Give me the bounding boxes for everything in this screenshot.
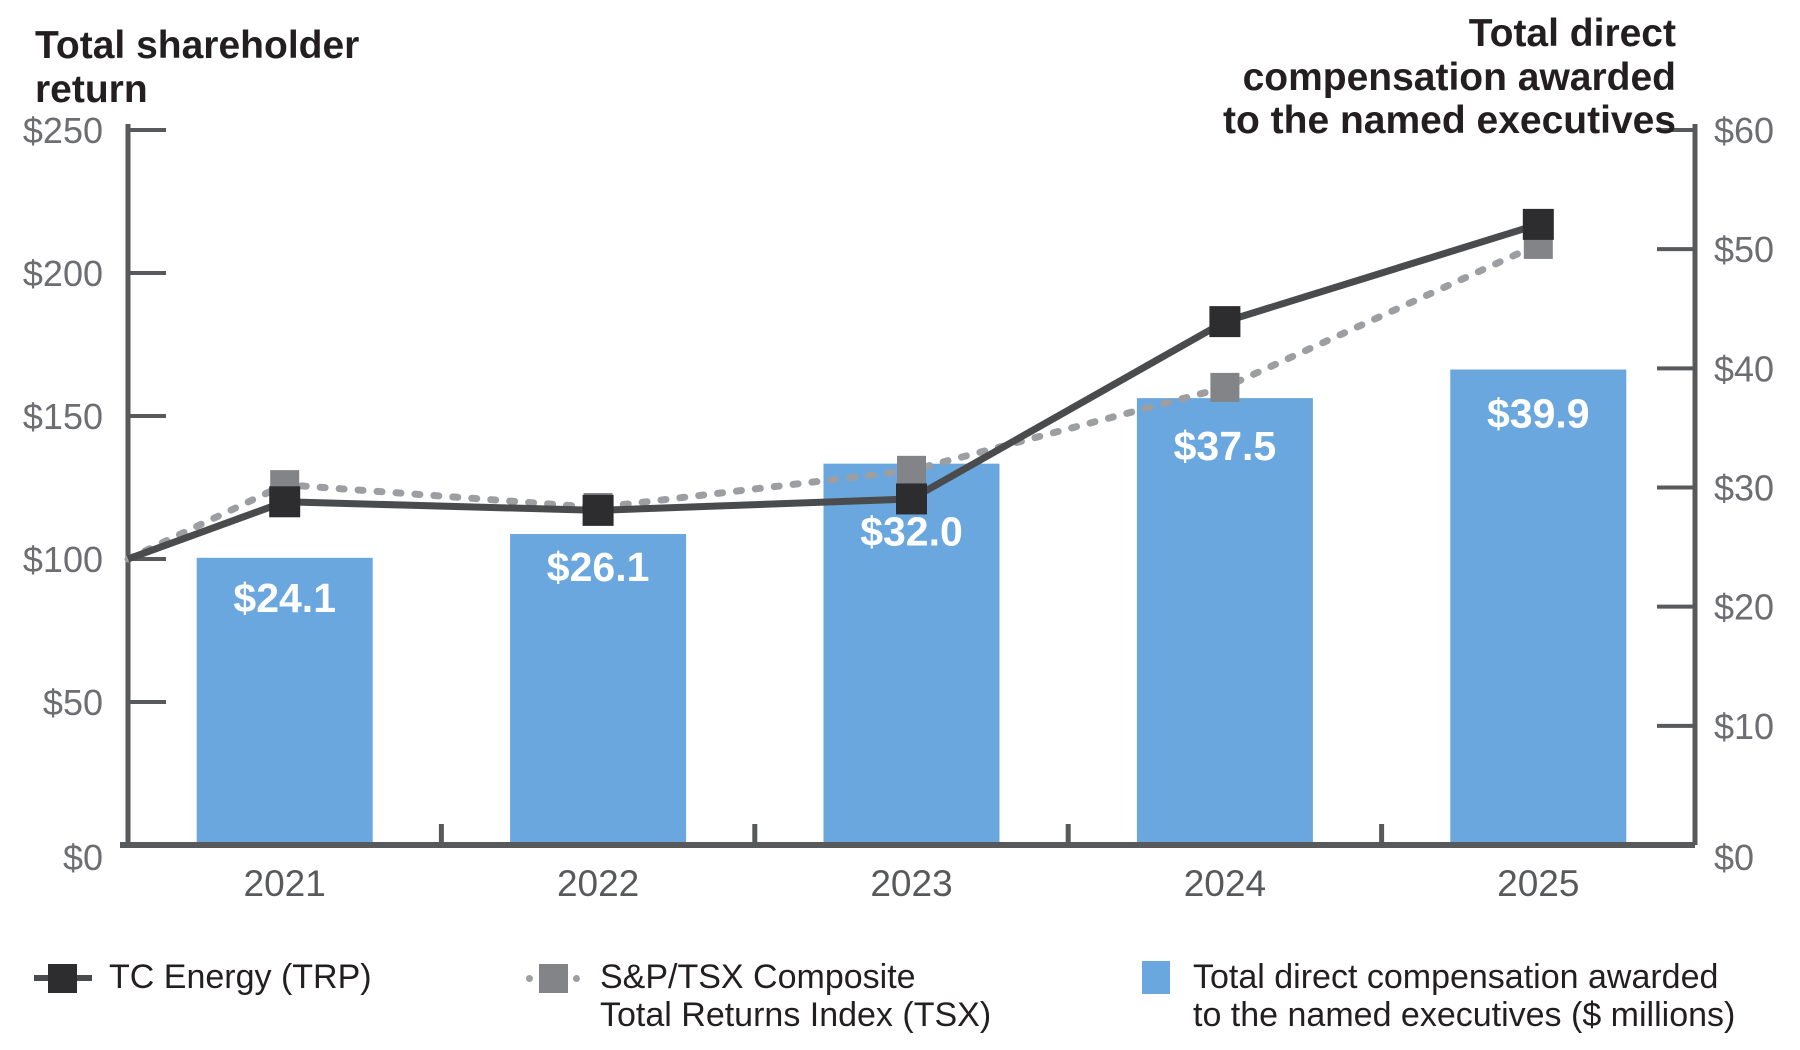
year-label-2022: 2022	[557, 863, 639, 904]
left-tick-label: $50	[43, 682, 103, 723]
legend-label-tsx: S&P/TSX Composite Total Returns Index (T…	[600, 958, 992, 1034]
bar-label-2022: $26.1	[547, 544, 650, 590]
right-tick-label: $0	[1714, 837, 1754, 878]
bar-2025	[1450, 369, 1627, 845]
bar-label-2021: $24.1	[233, 575, 336, 621]
bar-2022	[510, 533, 687, 845]
bar-2021	[196, 557, 373, 845]
legend-label-trp: TC Energy (TRP)	[109, 958, 372, 996]
right-tick-label: $40	[1714, 348, 1774, 389]
bar-value-labels: $24.1 $26.1 $32.0 $37.5 $39.9	[233, 391, 1589, 621]
right-tick-label: $60	[1714, 110, 1774, 151]
bar-label-2024: $37.5	[1174, 423, 1277, 469]
legend-compensation-marker-icon	[1142, 961, 1170, 994]
tsx-marker-2023	[897, 455, 926, 485]
left-tick-label: $200	[23, 253, 103, 294]
legend-trp-marker-icon	[48, 964, 77, 993]
trp-marker-2023	[896, 483, 927, 515]
year-label-2023: 2023	[870, 863, 952, 904]
trp-marker-2022	[582, 494, 614, 526]
legend-tsx-marker-icon	[539, 964, 568, 993]
left-tick-label: $150	[23, 396, 103, 437]
compensation-bars	[196, 369, 1627, 845]
series-trp	[126, 208, 1554, 563]
trp-line	[126, 221, 1540, 563]
trp-marker-2021	[269, 486, 301, 518]
year-label-2025: 2025	[1497, 863, 1579, 904]
right-tick-label: $30	[1714, 468, 1774, 509]
left-tick-label: $250	[23, 110, 103, 151]
year-label-2024: 2024	[1184, 863, 1266, 904]
year-label-2021: 2021	[244, 863, 326, 904]
left-tick-label: $0	[63, 837, 103, 878]
left-axis-title: Total shareholder return	[35, 24, 360, 111]
axis-tick-labels: $250 $200 $150 $100 $50 $0 $60 $50 $40 $30 $20 $10 $…	[23, 110, 1774, 878]
tsx-line	[124, 240, 1542, 563]
axes	[120, 124, 1698, 848]
bar-label-2025: $39.9	[1487, 391, 1590, 437]
right-axis-title: Total direct compensation awarded to the…	[1223, 12, 1676, 143]
trp-marker-2024	[1209, 306, 1241, 338]
tsx-marker-2024	[1210, 372, 1240, 402]
bar-2024	[1136, 398, 1313, 845]
trp-marker-2025	[1522, 208, 1554, 240]
bar-label-2023: $32.0	[860, 509, 963, 555]
legend-label-compensation: Total direct compensation awarded to the…	[1193, 958, 1736, 1034]
bar-2023	[823, 463, 1000, 845]
right-tick-label: $10	[1714, 706, 1774, 747]
right-tick-label: $50	[1714, 229, 1774, 270]
left-tick-label: $100	[23, 539, 103, 580]
year-labels: 2021 2022 2023 2024 2025	[244, 863, 1580, 904]
right-tick-label: $20	[1714, 587, 1774, 628]
